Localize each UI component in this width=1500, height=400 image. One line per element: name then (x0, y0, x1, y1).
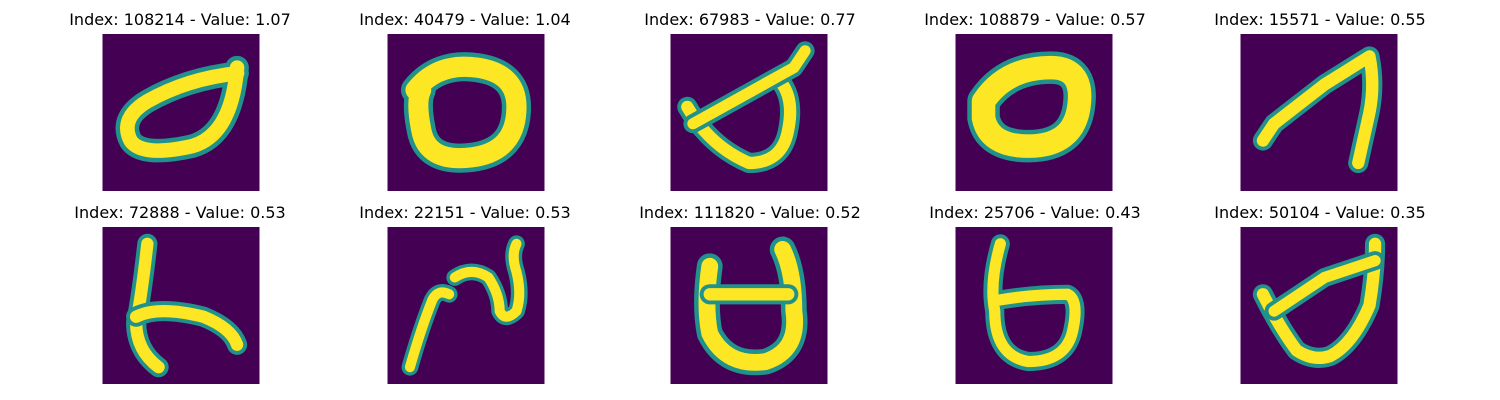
panel-title: Index: 72888 - Value: 0.53 (74, 203, 286, 222)
digit-image (102, 227, 260, 384)
digit-image (102, 34, 260, 191)
panel: Index: 15571 - Value: 0.55 (1170, 0, 1470, 191)
panel-title: Index: 108879 - Value: 0.57 (924, 10, 1146, 29)
digit-image (1240, 227, 1398, 384)
digit-image (670, 227, 828, 384)
panel-title: Index: 15571 - Value: 0.55 (1214, 10, 1426, 29)
panel: Index: 108879 - Value: 0.57 (885, 0, 1185, 191)
panel: Index: 40479 - Value: 1.04 (315, 0, 615, 191)
panel-title: Index: 50104 - Value: 0.35 (1214, 203, 1426, 222)
panel: Index: 22151 - Value: 0.53 (315, 193, 615, 384)
panel: Index: 108214 - Value: 1.07 (30, 0, 330, 191)
digit-image (955, 227, 1113, 384)
digit-image (955, 34, 1113, 191)
digit-image (1240, 34, 1398, 191)
panel: Index: 111820 - Value: 0.52 (600, 193, 900, 384)
panel-title: Index: 108214 - Value: 1.07 (69, 10, 291, 29)
panel-title: Index: 40479 - Value: 1.04 (359, 10, 571, 29)
panel: Index: 72888 - Value: 0.53 (30, 193, 330, 384)
digit-image (387, 227, 545, 384)
panel-title: Index: 111820 - Value: 0.52 (639, 203, 861, 222)
panel-title: Index: 25706 - Value: 0.43 (929, 203, 1141, 222)
panel-title: Index: 67983 - Value: 0.77 (644, 10, 856, 29)
panel: Index: 25706 - Value: 0.43 (885, 193, 1185, 384)
panel: Index: 50104 - Value: 0.35 (1170, 193, 1470, 384)
panel: Index: 67983 - Value: 0.77 (600, 0, 900, 191)
panel-title: Index: 22151 - Value: 0.53 (359, 203, 571, 222)
digit-image (387, 34, 545, 191)
digit-image (670, 34, 828, 191)
